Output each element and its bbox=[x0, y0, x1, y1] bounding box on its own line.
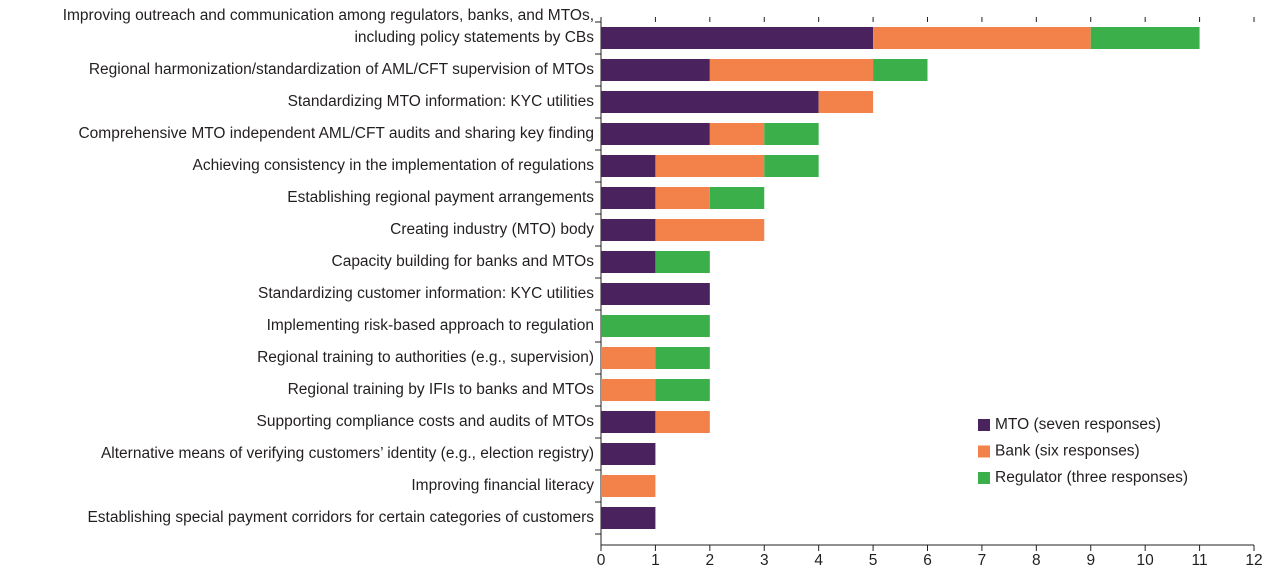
x-tick-label: 2 bbox=[706, 552, 715, 569]
category-label: Achieving consistency in the implementat… bbox=[192, 157, 594, 174]
category-label: Regional harmonization/standardization o… bbox=[89, 61, 594, 78]
x-tick-label: 4 bbox=[814, 552, 823, 569]
category-label: Implementing risk-based approach to regu… bbox=[267, 317, 594, 334]
legend-label: Regulator (three responses) bbox=[995, 469, 1188, 486]
category-label: Establishing regional payment arrangemen… bbox=[287, 189, 594, 206]
category-label: Alternative means of verifying customers… bbox=[101, 445, 594, 462]
bar-segment bbox=[655, 187, 710, 209]
x-tick-label: 3 bbox=[760, 552, 769, 569]
x-tick-label: 8 bbox=[1032, 552, 1041, 569]
bar-segment bbox=[601, 123, 710, 145]
category-label: Standardizing MTO information: KYC utili… bbox=[288, 93, 595, 110]
category-label-line: Improving outreach and communication amo… bbox=[63, 7, 594, 24]
bar-segment bbox=[764, 155, 819, 177]
x-tick-label: 5 bbox=[869, 552, 878, 569]
bar-segment bbox=[601, 155, 656, 177]
bar-segment bbox=[709, 59, 874, 81]
category-label: Improving financial literacy bbox=[411, 477, 594, 494]
bar-segment bbox=[873, 59, 928, 81]
x-tick-label: 1 bbox=[651, 552, 660, 569]
bar-segment bbox=[601, 187, 656, 209]
bar-segment bbox=[873, 27, 1091, 49]
bar-segment bbox=[655, 411, 710, 433]
legend-label: Bank (six responses) bbox=[995, 443, 1140, 460]
bar-segment bbox=[655, 251, 710, 273]
bar-segment bbox=[601, 443, 656, 465]
bar-segment bbox=[655, 347, 710, 369]
x-tick-label: 0 bbox=[597, 552, 606, 569]
category-label: Improving outreach and communication amo… bbox=[63, 7, 595, 46]
bar-segment bbox=[601, 91, 819, 113]
legend-swatch bbox=[978, 419, 990, 431]
bar-segment bbox=[709, 123, 765, 145]
bar-segment bbox=[601, 27, 874, 49]
bar-segment bbox=[601, 507, 656, 529]
category-label: Regional training by IFIs to banks and M… bbox=[288, 381, 595, 398]
x-tick-label: 9 bbox=[1086, 552, 1095, 569]
bar-segment bbox=[601, 475, 656, 497]
x-tick-label: 10 bbox=[1137, 552, 1155, 569]
x-tick-label: 6 bbox=[923, 552, 932, 569]
bar-segment bbox=[655, 379, 710, 401]
bar-segment bbox=[709, 187, 765, 209]
bar-segment bbox=[601, 347, 656, 369]
category-label: Regional training to authorities (e.g., … bbox=[257, 349, 594, 366]
bar-segment bbox=[655, 219, 765, 241]
bar-segment bbox=[601, 379, 656, 401]
category-label: Supporting compliance costs and audits o… bbox=[257, 413, 595, 430]
legend-label: MTO (seven responses) bbox=[995, 416, 1161, 433]
bar-segment bbox=[601, 59, 710, 81]
category-label: Standardizing customer information: KYC … bbox=[258, 285, 594, 302]
bar-segment bbox=[601, 315, 710, 337]
bar-segment bbox=[601, 411, 656, 433]
legend-swatch bbox=[978, 445, 990, 458]
bar-segment bbox=[764, 123, 819, 145]
category-label-line: including policy statements by CBs bbox=[354, 29, 594, 46]
bar-segment bbox=[601, 219, 656, 241]
x-tick-label: 11 bbox=[1192, 552, 1208, 569]
category-label: Comprehensive MTO independent AML/CFT au… bbox=[78, 125, 594, 142]
bar-segment bbox=[601, 251, 656, 273]
x-tick-label: 12 bbox=[1245, 552, 1262, 569]
legend-swatch bbox=[978, 472, 990, 484]
x-tick-label: 7 bbox=[978, 552, 987, 569]
bar-segment bbox=[601, 283, 710, 305]
bar-segment bbox=[1090, 27, 1200, 49]
category-label: Establishing special payment corridors f… bbox=[87, 509, 594, 526]
category-label: Creating industry (MTO) body bbox=[390, 221, 594, 238]
bar-segment bbox=[818, 91, 874, 113]
bar-segment bbox=[655, 155, 765, 177]
category-label: Capacity building for banks and MTOs bbox=[332, 253, 595, 270]
